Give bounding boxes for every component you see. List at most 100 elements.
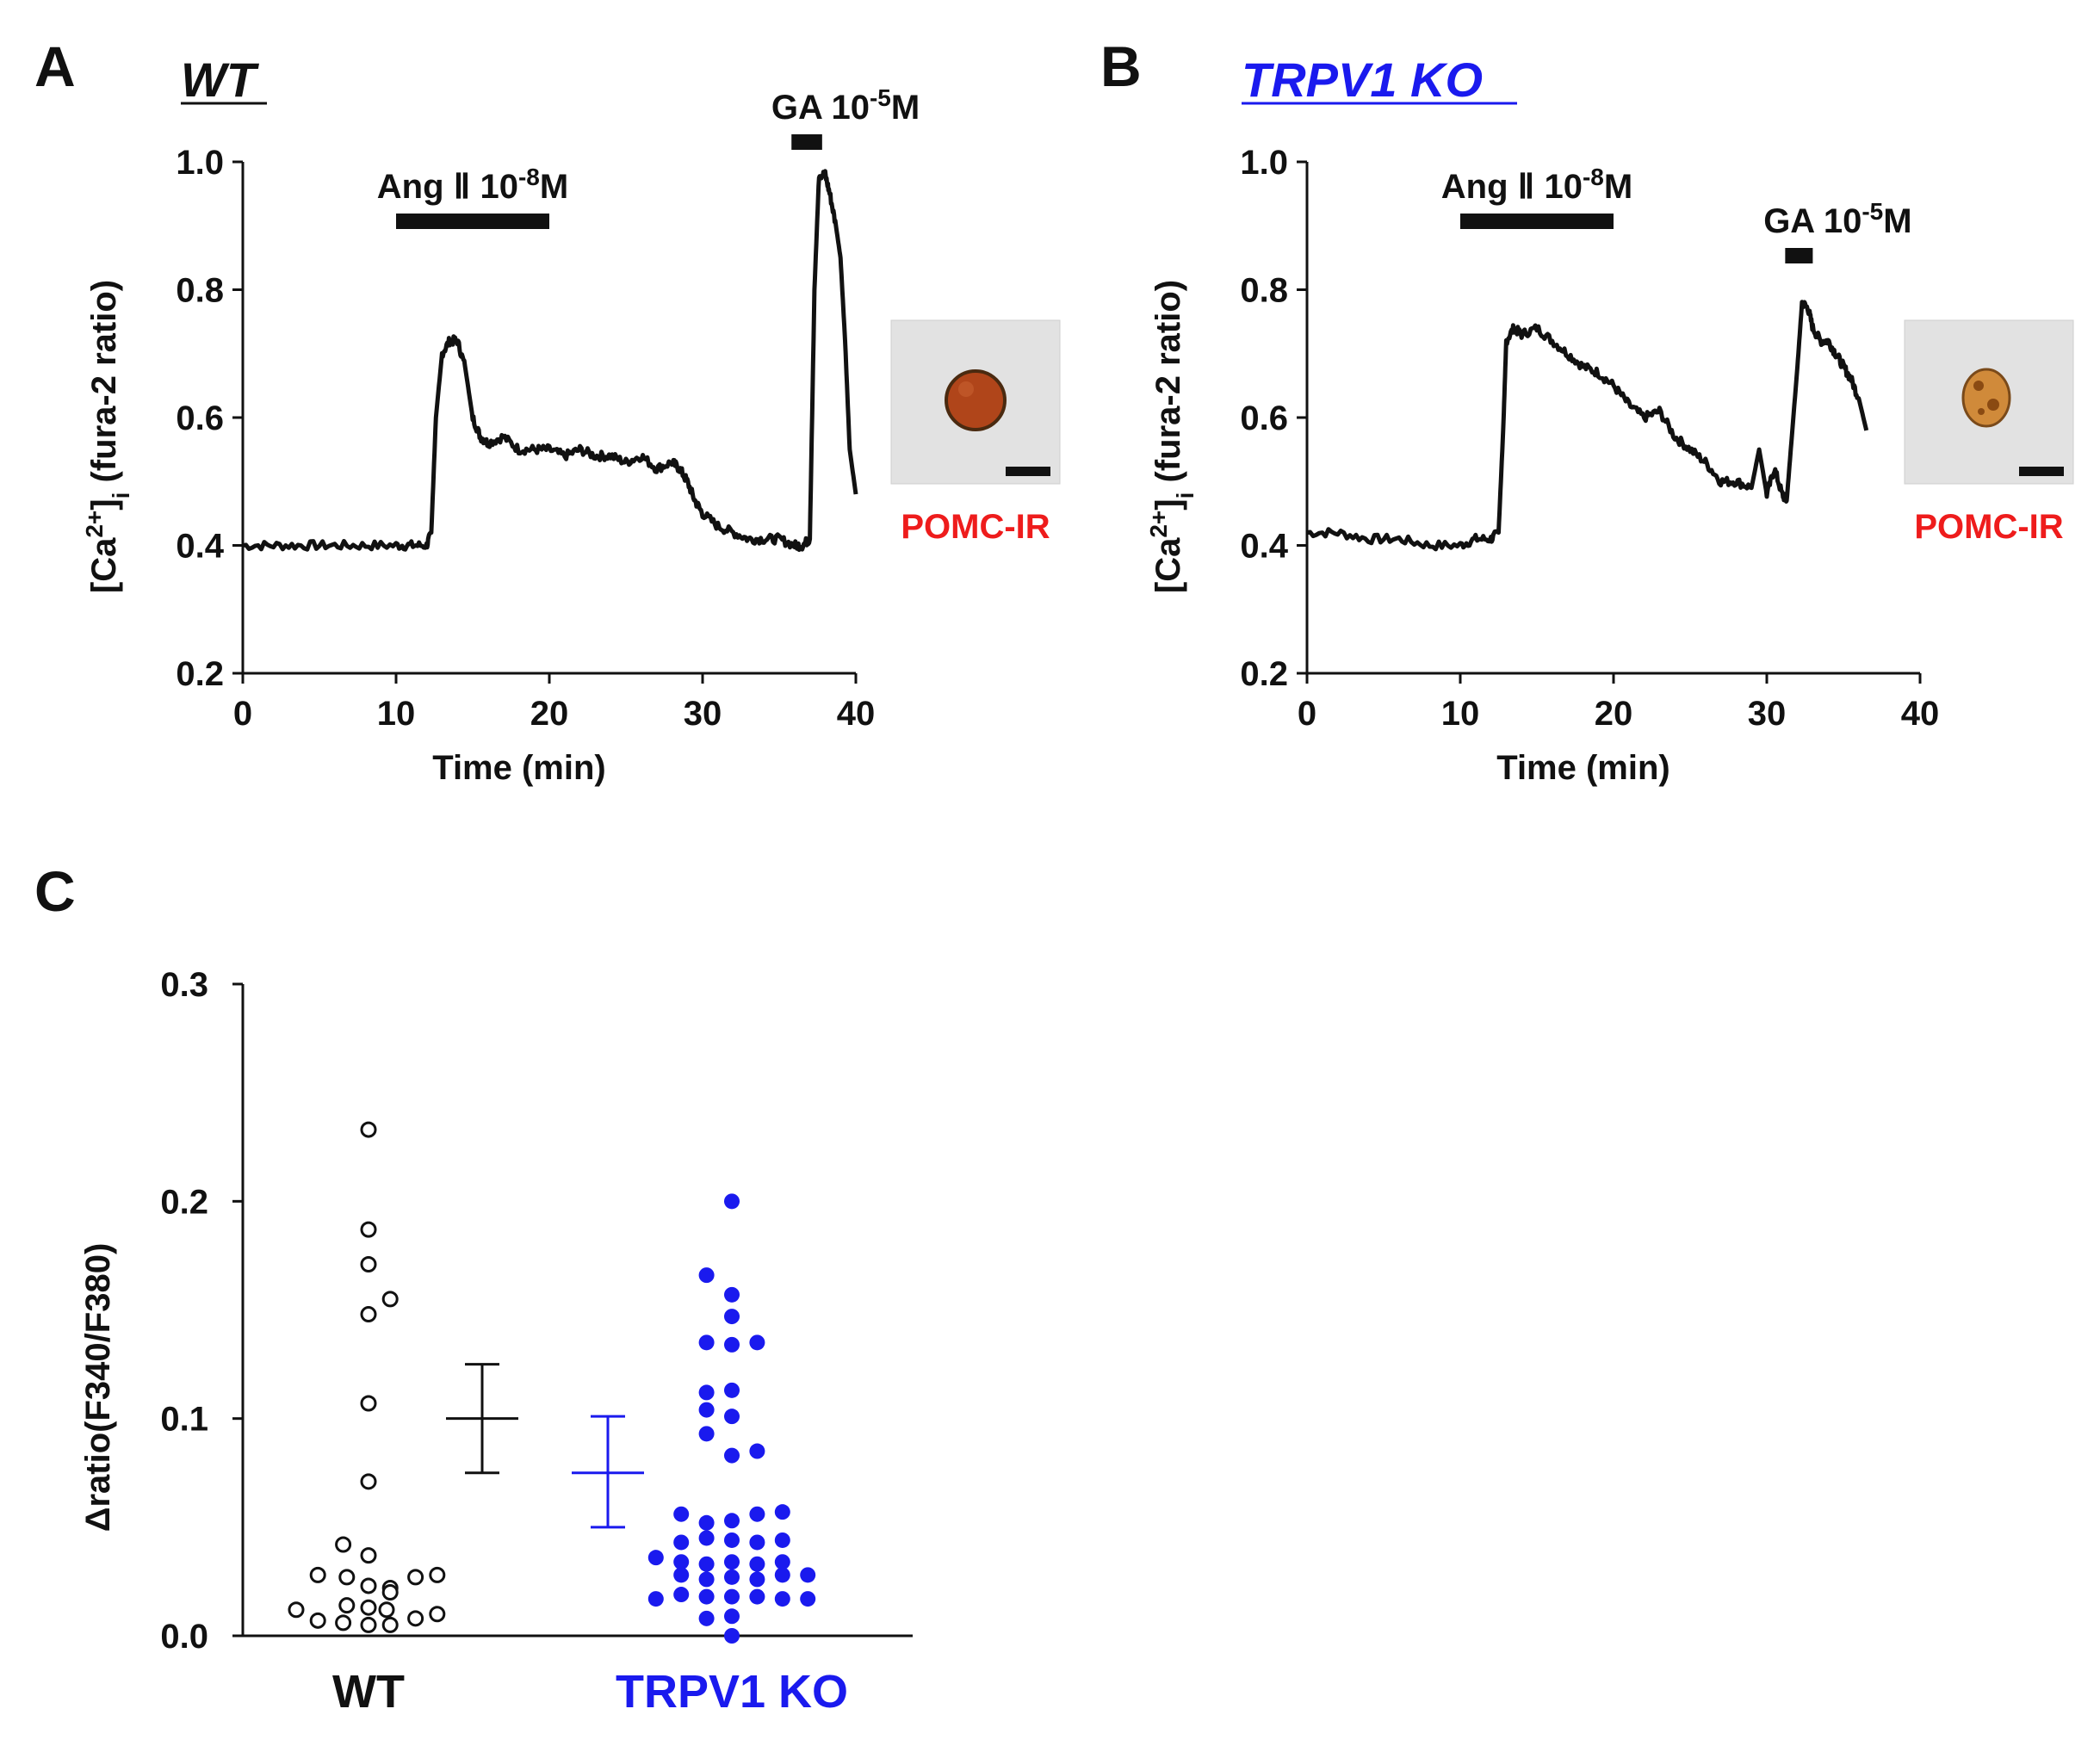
panel-letter-b: B [1100, 34, 1142, 98]
x-axis-label: Time (min) [1496, 749, 1670, 787]
ko-data-point [724, 1554, 740, 1570]
x-tick-label: 40 [837, 695, 876, 733]
x-axis-label: Time (min) [432, 749, 606, 787]
ko-data-point [698, 1514, 715, 1531]
cell-granule [1987, 399, 1999, 411]
wt-data-point [309, 1612, 326, 1629]
panel-b-inset-label: POMC-IR [1914, 508, 2063, 546]
wt-data-point [378, 1601, 395, 1619]
wt-data-point [288, 1601, 305, 1619]
group-label-wt: WT [332, 1666, 405, 1718]
x-tick-label: 20 [530, 695, 569, 733]
cell-granule [1978, 408, 1985, 415]
ko-data-point [647, 1550, 664, 1566]
panel-letter-c: C [34, 859, 76, 923]
wt-data-point [360, 1616, 377, 1633]
x-tick-label: 30 [1748, 695, 1787, 733]
y-tick-label: 1.0 [1240, 144, 1288, 182]
y-tick-label: 0.2 [160, 1183, 208, 1221]
ko-data-point [724, 1309, 740, 1325]
ko-data-point [698, 1402, 715, 1418]
ko-data-point [749, 1534, 765, 1551]
wt-data-point [381, 1584, 399, 1601]
calcium-trace-line [242, 169, 858, 553]
cell-highlight [958, 381, 974, 397]
pomc-cell-ko [1961, 368, 2011, 428]
x-tick-label: 20 [1595, 695, 1633, 733]
ko-data-point [724, 1409, 740, 1425]
panel-letter-a: A [34, 34, 76, 98]
y-tick-label: 0.6 [1240, 399, 1288, 437]
ko-data-point [724, 1513, 740, 1529]
panel-a-inset-label: POMC-IR [901, 508, 1050, 546]
ga-stimulus-label: GA 10-5M [1763, 198, 1911, 241]
ko-data-point [749, 1334, 765, 1351]
group-label-trpv1-ko: TRPV1 KO [616, 1666, 848, 1718]
y-axis-label: [Ca2+]i (fura-2 ratio) [81, 280, 134, 593]
wt-data-point [407, 1569, 424, 1586]
y-tick-label: 0.1 [160, 1401, 208, 1439]
wt-data-point [335, 1536, 352, 1553]
x-tick-label: 0 [233, 695, 252, 733]
y-tick-label: 0.4 [176, 528, 224, 566]
ko-data-point [724, 1382, 740, 1398]
panel-b-chart: 0.2 0.4 0.6 0.8 1.0 0 10 20 30 40 Time (min) [Ca2+]… [1145, 144, 1940, 787]
ko-data-point [749, 1571, 765, 1588]
calcium-trace-line [1306, 300, 1869, 552]
angii-stimulus-bar [396, 214, 549, 229]
angii-stimulus-label: Ang Ⅱ 10-8M [1441, 164, 1632, 207]
ko-data-point [774, 1591, 790, 1607]
y-tick-label: 0.2 [1240, 655, 1288, 693]
wt-data-point [360, 1221, 377, 1238]
ko-data-point [724, 1628, 740, 1644]
ko-data-point [800, 1567, 816, 1583]
wt-data-point [360, 1256, 377, 1273]
wt-data-point [360, 1121, 377, 1138]
scale-bar [1006, 467, 1050, 476]
ko-data-point [698, 1426, 715, 1442]
ko-data-point [724, 1336, 740, 1353]
ko-data-point [774, 1554, 790, 1570]
x-tick-label: 10 [377, 695, 416, 733]
ko-data-point [749, 1588, 765, 1605]
wt-data-point [335, 1614, 352, 1631]
ko-data-point [698, 1556, 715, 1572]
ko-data-point [774, 1567, 790, 1583]
x-tick-label: 0 [1298, 695, 1316, 733]
wt-data-point [360, 1577, 377, 1594]
ko-data-point [673, 1534, 690, 1551]
x-tick-label: 40 [1901, 695, 1940, 733]
y-tick-label: 0.4 [1240, 528, 1288, 566]
y-tick-label: 0.8 [1240, 272, 1288, 310]
ko-data-point [698, 1588, 715, 1605]
ko-data-point [749, 1443, 765, 1459]
y-tick-label: 0.8 [176, 272, 224, 310]
wt-data-point [429, 1606, 446, 1623]
ko-data-point [749, 1506, 765, 1522]
wt-data-point [360, 1395, 377, 1412]
wt-data-point [360, 1473, 377, 1490]
panel-a-title: WT [181, 53, 260, 107]
ko-data-point [698, 1334, 715, 1351]
ko-data-point [673, 1567, 690, 1583]
wt-data-point [309, 1566, 326, 1583]
ko-data-point [724, 1286, 740, 1303]
ko-data-point [698, 1530, 715, 1546]
y-tick-label: 0.3 [160, 966, 208, 1004]
ko-data-point [724, 1193, 740, 1210]
y-axis-label: Δratio(F340/F380) [79, 1243, 117, 1532]
scale-bar [2019, 467, 2064, 476]
y-tick-label: 1.0 [176, 144, 224, 182]
ko-data-point [724, 1588, 740, 1605]
wt-data-point [381, 1616, 399, 1633]
ko-data-point [724, 1569, 740, 1585]
x-tick-label: 30 [684, 695, 722, 733]
ko-data-point [774, 1504, 790, 1520]
pomc-cell-wt [945, 369, 1007, 431]
wt-data-point [381, 1291, 399, 1308]
cell-granule [1973, 381, 1984, 391]
panel-b-title: TRPV1 KO [1242, 53, 1483, 107]
wt-data-point [338, 1569, 356, 1586]
wt-data-point [429, 1566, 446, 1583]
